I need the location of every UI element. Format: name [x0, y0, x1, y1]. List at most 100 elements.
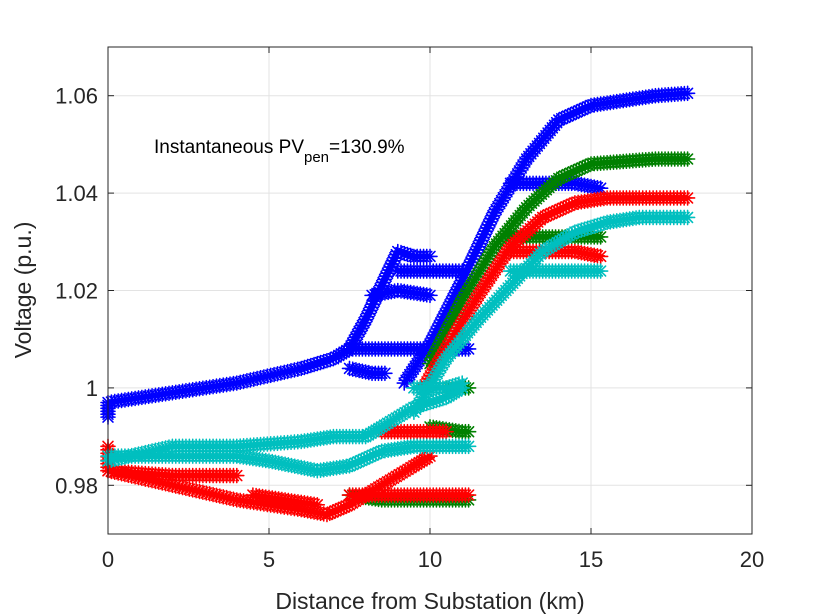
data-series: [100, 85, 696, 523]
data-point: [490, 198, 506, 215]
data-point: [477, 253, 494, 270]
data-point: [558, 199, 574, 215]
data-point: [315, 353, 332, 370]
data-point: [499, 183, 515, 200]
data-point: [543, 238, 560, 255]
data-point: [580, 98, 596, 115]
data-point: [422, 394, 438, 411]
data-point: [460, 487, 477, 503]
data-point: [451, 278, 467, 295]
data-point: [438, 423, 454, 440]
data-point: [400, 403, 416, 419]
data-point: [457, 266, 473, 283]
data-point: [373, 419, 390, 435]
data-point: [571, 102, 588, 119]
data-point: [388, 468, 405, 485]
data-point: [556, 109, 573, 126]
data-point: [451, 376, 467, 392]
data-point: [403, 459, 419, 476]
feeder-branch: [415, 190, 696, 396]
data-point: [382, 413, 399, 430]
data-point: [564, 226, 580, 242]
data-point: [406, 404, 422, 421]
data-point: [552, 201, 569, 218]
data-point: [475, 256, 492, 273]
data-point: [497, 186, 513, 203]
data-point: [483, 210, 500, 227]
data-point: [379, 415, 396, 432]
data-point: [349, 326, 366, 343]
data-point: [495, 189, 512, 206]
data-point: [438, 380, 454, 396]
x-tick-label: 15: [579, 547, 603, 572]
feeder-branch: [100, 438, 477, 479]
data-point: [558, 229, 574, 246]
data-point: [435, 390, 451, 407]
data-point: [359, 450, 375, 466]
data-point: [360, 305, 377, 322]
data-point: [537, 208, 554, 224]
data-point: [444, 378, 461, 394]
data-point: [549, 203, 566, 219]
data-point: [574, 101, 591, 118]
data-point: [493, 192, 510, 209]
data-point: [679, 85, 696, 102]
data-point: [472, 262, 488, 279]
data-point: [436, 309, 452, 325]
data-point: [491, 195, 508, 212]
data-point: [679, 190, 696, 206]
data-point: [375, 274, 391, 291]
data-point: [463, 277, 479, 294]
data-point: [428, 324, 444, 340]
data-point: [351, 323, 367, 340]
data-point: [454, 314, 470, 330]
data-point: [368, 446, 384, 462]
data-point: [460, 423, 477, 440]
data-point: [466, 271, 483, 288]
data-point: [343, 338, 359, 354]
data-point: [330, 501, 347, 518]
data-point: [413, 392, 429, 409]
data-point: [679, 151, 696, 167]
y-axis-label: Voltage (p.u.): [10, 222, 36, 359]
data-point: [439, 322, 455, 339]
data-point: [385, 411, 402, 428]
data-point: [460, 438, 477, 455]
data-point: [463, 299, 479, 316]
data-point: [346, 332, 363, 348]
data-point: [393, 244, 409, 261]
data-point: [553, 169, 570, 185]
data-point: [416, 386, 433, 403]
data-point: [508, 169, 524, 185]
data-point: [366, 293, 383, 309]
data-point: [540, 240, 557, 256]
data-point: [488, 201, 504, 218]
data-point: [465, 274, 481, 291]
data-point: [440, 319, 457, 336]
data-point: [309, 496, 326, 513]
data-point: [470, 265, 487, 282]
data-point: [592, 248, 609, 265]
data-point: [422, 248, 438, 265]
data-point: [592, 180, 609, 197]
data-point: [439, 303, 455, 319]
data-point: [344, 495, 361, 511]
data-point: [513, 160, 530, 176]
data-point: [460, 260, 476, 277]
data-point: [592, 229, 609, 245]
data-point: [373, 477, 390, 494]
data-point: [377, 365, 393, 382]
data-point: [576, 221, 593, 237]
data-point: [362, 448, 378, 465]
data-point: [447, 326, 463, 342]
data-point: [429, 365, 445, 382]
data-point: [341, 458, 358, 474]
data-point: [442, 316, 458, 333]
axis-ticks: 0 5 10 15 20 0.98 1 1.02 1.04 1.06: [55, 47, 764, 572]
data-point: [428, 343, 444, 360]
data-point: [431, 362, 447, 379]
data-point: [397, 463, 413, 479]
data-point: [352, 320, 369, 337]
y-tick-label: 1.04: [55, 181, 98, 206]
